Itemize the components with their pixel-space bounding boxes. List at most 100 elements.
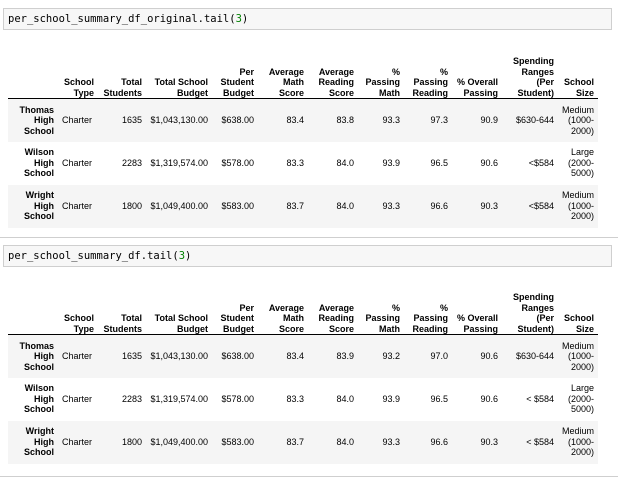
table-cell: 96.5: [430, 157, 448, 168]
column-header: School Type: [58, 50, 98, 99]
row-index: Wilson High School: [23, 383, 54, 415]
column-header: School Size: [558, 50, 599, 99]
table-cell: 1800: [121, 200, 142, 211]
notebook-cell-2[interactable]: per_school_summary_df.tail(3) School Typ…: [0, 240, 618, 477]
notebook-cell-1[interactable]: per_school_summary_df_original.tail(3) S…: [0, 0, 618, 238]
table-row: Thomas High School Charter 1635 $1,043,1…: [8, 334, 599, 378]
table-cell: Large (2000-5000): [568, 383, 595, 415]
index-header: [8, 50, 58, 99]
dataframe-output-2: School Type Total Students Total School …: [8, 286, 599, 464]
table-cell: Medium (1000-2000): [562, 340, 595, 372]
column-header: Average Reading Score: [308, 50, 358, 99]
table-cell: 93.3: [382, 200, 400, 211]
column-header: Spending Ranges (Per Student): [502, 286, 558, 335]
table-cell: 96.5: [430, 393, 448, 404]
table-cell: Charter: [62, 200, 93, 211]
table-cell: < $584: [526, 436, 554, 447]
column-header: Average Reading Score: [308, 286, 358, 335]
column-header: % Passing Reading: [404, 286, 452, 335]
table-cell: Large (2000-5000): [568, 147, 595, 179]
table-cell: 90.6: [480, 393, 498, 404]
table-cell: 1635: [121, 115, 142, 125]
table-row: Thomas High School Charter 1635 $1,043,1…: [8, 98, 599, 142]
table-cell: $1,043,130.00: [150, 351, 208, 361]
table-cell: Charter: [62, 436, 93, 447]
table-cell: 83.4: [286, 115, 304, 125]
table-cell: Medium (1000-2000): [562, 426, 595, 458]
table-cell: 83.3: [286, 393, 304, 404]
table-cell: $583.00: [221, 436, 254, 447]
table-cell: 90.3: [480, 200, 498, 211]
table-cell: 83.9: [336, 351, 354, 361]
code-function: per_school_summary_df_original.tail: [8, 13, 230, 25]
table-cell: 93.9: [382, 157, 400, 168]
table-cell: Medium (1000-2000): [562, 190, 595, 222]
code-input-2[interactable]: per_school_summary_df.tail(3): [3, 245, 612, 267]
column-header: School Type: [58, 286, 98, 335]
table-cell: Charter: [62, 157, 93, 168]
column-header: Total Students: [98, 286, 146, 335]
table-cell: Charter: [62, 115, 93, 125]
table-cell: 83.7: [286, 200, 304, 211]
table-cell: <$584: [528, 157, 554, 168]
code-argument: 3: [178, 250, 186, 262]
table-cell: $1,043,130.00: [150, 115, 208, 125]
table-cell: 96.6: [430, 436, 448, 447]
row-index: Wright High School: [23, 426, 54, 458]
table-cell: $578.00: [221, 157, 254, 168]
column-header: Total Students: [98, 50, 146, 99]
table-cell: 83.7: [286, 436, 304, 447]
table-cell: 93.3: [382, 436, 400, 447]
table-cell: Charter: [62, 351, 93, 361]
table-cell: 96.6: [430, 200, 448, 211]
table-cell: 93.2: [382, 351, 400, 361]
table-cell: Medium (1000-2000): [562, 104, 595, 136]
row-index: Wilson High School: [23, 147, 54, 179]
table-cell: $583.00: [221, 200, 254, 211]
column-header: Average Math Score: [258, 286, 308, 335]
code-argument: 3: [235, 13, 242, 25]
table-cell: $630-644: [515, 115, 554, 125]
table-cell: 84.0: [336, 393, 354, 404]
column-header: % Passing Reading: [404, 50, 452, 99]
column-header: Average Math Score: [258, 50, 308, 99]
table-cell: < $584: [526, 393, 554, 404]
table-row: Wilson High School Charter 2283 $1,319,5…: [8, 378, 598, 421]
table-cell: 90.6: [480, 351, 498, 361]
column-header: % Passing Math: [358, 50, 404, 99]
column-header: School Size: [558, 286, 599, 335]
column-header: Total School Budget: [146, 286, 212, 335]
table-cell: $1,319,574.00: [150, 393, 208, 404]
column-header: % Overall Passing: [452, 50, 502, 99]
table-cell: $630-644: [515, 351, 554, 361]
table-cell: $638.00: [221, 115, 254, 125]
table-cell: 2283: [121, 157, 142, 168]
row-index: Thomas High School: [19, 340, 54, 372]
table-cell: 90.9: [480, 115, 498, 125]
column-header: Spending Ranges (Per Student): [502, 50, 558, 99]
table-cell: 84.0: [336, 200, 354, 211]
column-header: Per Student Budget: [212, 50, 258, 99]
code-input-1[interactable]: per_school_summary_df_original.tail(3): [3, 8, 612, 30]
row-index: Thomas High School: [19, 104, 54, 136]
table-row: Wright High School Charter 1800 $1,049,4…: [8, 420, 599, 464]
table-header-row: School Type Total Students Total School …: [8, 50, 599, 99]
table-cell: $1,319,574.00: [150, 157, 208, 168]
table-cell: 83.8: [336, 115, 354, 125]
table-cell: <$584: [528, 200, 554, 211]
table-cell: 83.3: [286, 157, 304, 168]
table-cell: 84.0: [336, 157, 354, 168]
table-cell: 1635: [121, 351, 142, 361]
table-cell: 93.9: [382, 393, 400, 404]
table-cell: 93.3: [382, 115, 400, 125]
table-cell: $578.00: [221, 393, 254, 404]
table-cell: 1800: [121, 436, 142, 447]
table-cell: Charter: [62, 393, 93, 404]
table-cell: 83.4: [286, 351, 304, 361]
column-header: Per Student Budget: [212, 286, 258, 335]
table-cell: 2283: [121, 393, 142, 404]
table-cell: $1,049,400.00: [150, 436, 208, 447]
code-function: per_school_summary_df.tail: [8, 250, 173, 262]
table-cell: 97.3: [430, 115, 448, 125]
column-header: % Overall Passing: [452, 286, 502, 335]
